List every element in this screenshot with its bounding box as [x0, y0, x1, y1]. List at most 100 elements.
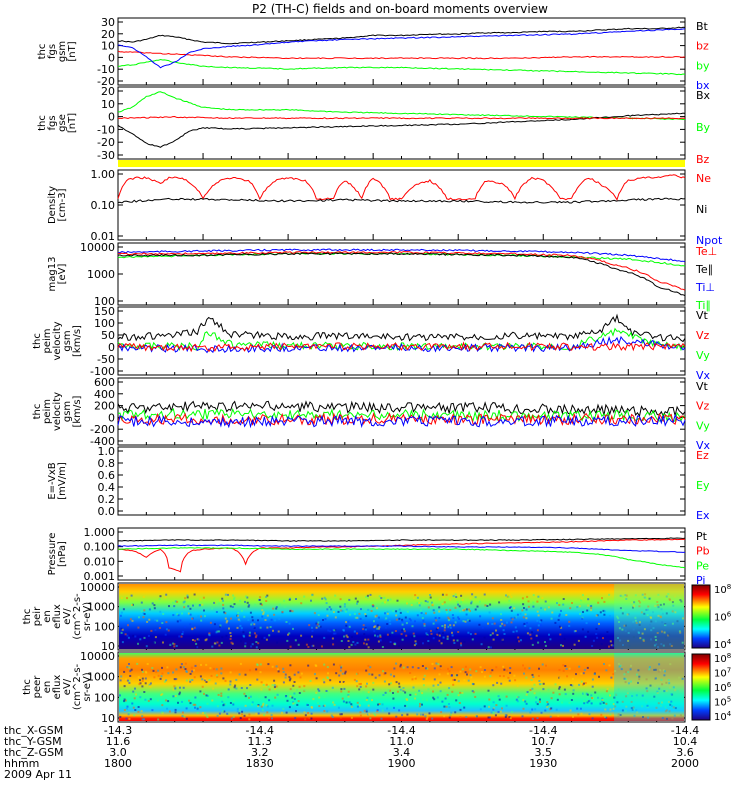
spectrogram-speckle [421, 665, 424, 667]
spectrogram-speckle [537, 614, 540, 617]
spectrogram-speckle [142, 616, 145, 619]
spectrogram-speckle [260, 603, 263, 606]
spectrogram-speckle [451, 631, 453, 634]
spectrogram-speckle [487, 622, 489, 625]
spectrogram-speckle [137, 706, 140, 708]
spectrogram-speckle [125, 717, 128, 720]
spectrogram-speckle [346, 636, 349, 639]
spectrogram-speckle [459, 670, 462, 673]
spectrogram-speckle [131, 702, 134, 705]
footer-row-label: thc_X-GSM [4, 724, 63, 737]
spectrogram-speckle [559, 633, 562, 636]
spectrogram-speckle [478, 623, 481, 626]
spectrogram-speckle [257, 704, 260, 706]
spectrogram-speckle [190, 693, 193, 696]
spectrogram-speckle [235, 678, 238, 681]
spectrogram-speckle [578, 665, 581, 668]
y-tick-label: 1.0 [98, 445, 116, 458]
spectrogram-speckle [146, 620, 149, 623]
spectrogram-speckle [366, 682, 368, 685]
spectrogram-speckle [205, 681, 208, 683]
spectrogram-speckle [210, 674, 213, 677]
spectrogram-speckle [488, 611, 491, 614]
spectrogram-speckle [491, 632, 494, 635]
spectrogram-speckle [612, 703, 615, 706]
spectrogram-speckle [562, 644, 564, 647]
spectrogram-speckle [672, 706, 675, 709]
spectrogram-speckle [264, 696, 267, 699]
spectrogram-speckle [521, 609, 524, 612]
spectrogram-speckle [367, 713, 370, 716]
spectrogram-speckle [595, 614, 598, 617]
spectrogram-speckle [626, 613, 629, 616]
spectrogram-speckle [119, 679, 122, 682]
spectrogram-late-band [614, 653, 684, 721]
panel-frame [117, 527, 686, 581]
spectrogram-speckle [316, 623, 319, 626]
spectrogram-speckle [515, 698, 518, 701]
legend-entry: Bt [696, 20, 709, 33]
spectrogram-speckle [239, 619, 241, 622]
spectrogram-speckle [362, 624, 365, 627]
spectrogram-speckle [449, 624, 452, 627]
spectrogram-speckle [401, 638, 404, 641]
spectrogram-speckle [374, 634, 376, 637]
spectrogram-speckle [449, 598, 452, 601]
spectrogram-speckle [634, 619, 637, 622]
y-axis-label: Density [47, 186, 58, 224]
spectrogram-speckle [218, 630, 221, 633]
spectrogram-speckle [398, 682, 401, 685]
colorbar-tick-label: 104 [714, 638, 732, 651]
spectrogram-speckle [583, 691, 585, 694]
spectrogram-speckle [264, 619, 267, 621]
spectrogram-speckle [645, 687, 648, 690]
spectrogram-speckle [212, 667, 215, 670]
spectrogram-speckle [259, 671, 262, 674]
spectrogram-speckle [326, 690, 329, 693]
spectrogram-speckle [637, 669, 640, 672]
spectrogram-speckle [413, 635, 416, 638]
spectrogram-speckle [358, 683, 361, 685]
spectrogram-speckle [529, 711, 532, 714]
spectrogram-speckle [474, 596, 477, 599]
spectrogram-speckle [189, 680, 192, 683]
spectrogram-speckle [459, 691, 462, 694]
spectrogram-speckle [393, 675, 396, 678]
spectrogram-speckle [236, 708, 239, 711]
spectrogram-speckle [342, 700, 345, 703]
spectrogram-speckle [365, 615, 368, 618]
spectrogram-speckle [665, 595, 668, 598]
spectrogram-speckle [471, 690, 474, 693]
spectrogram-speckle [573, 630, 576, 633]
spectrogram-speckle [356, 685, 359, 688]
spectrogram-speckle [276, 641, 279, 644]
spectrogram-speckle [661, 683, 664, 686]
spectrogram-speckle [547, 606, 550, 609]
spectrogram-speckle [421, 692, 424, 695]
spectrogram-speckle [159, 610, 162, 613]
spectrogram-speckle [492, 712, 495, 715]
spectrogram-speckle [452, 678, 455, 681]
spectrogram-speckle [152, 641, 155, 644]
spectrogram-speckle [362, 628, 365, 631]
y-tick-label: 10 [101, 712, 115, 725]
spectrogram-speckle [195, 642, 198, 645]
spectrogram-speckle [664, 636, 667, 639]
spectrogram-speckle [194, 646, 197, 649]
spectrogram-speckle [388, 634, 391, 637]
spectrogram-speckle [630, 700, 633, 703]
spectrogram-speckle [632, 604, 635, 607]
spectrogram-speckle [518, 640, 521, 643]
spectrogram-speckle [389, 622, 392, 625]
y-axis-label: velocity [52, 392, 63, 431]
spectrogram-speckle [432, 690, 434, 693]
spectrogram-speckle [256, 678, 259, 681]
spectrogram-speckle [432, 696, 435, 699]
spectrogram-speckle [483, 675, 486, 678]
footer-value: 11.0 [389, 735, 414, 748]
spectrogram-speckle [394, 643, 397, 646]
spectrogram-speckle [176, 693, 178, 696]
spectrogram-speckle [550, 617, 553, 620]
spectrogram-speckle [189, 613, 192, 616]
spectrogram-speckle [657, 702, 660, 705]
